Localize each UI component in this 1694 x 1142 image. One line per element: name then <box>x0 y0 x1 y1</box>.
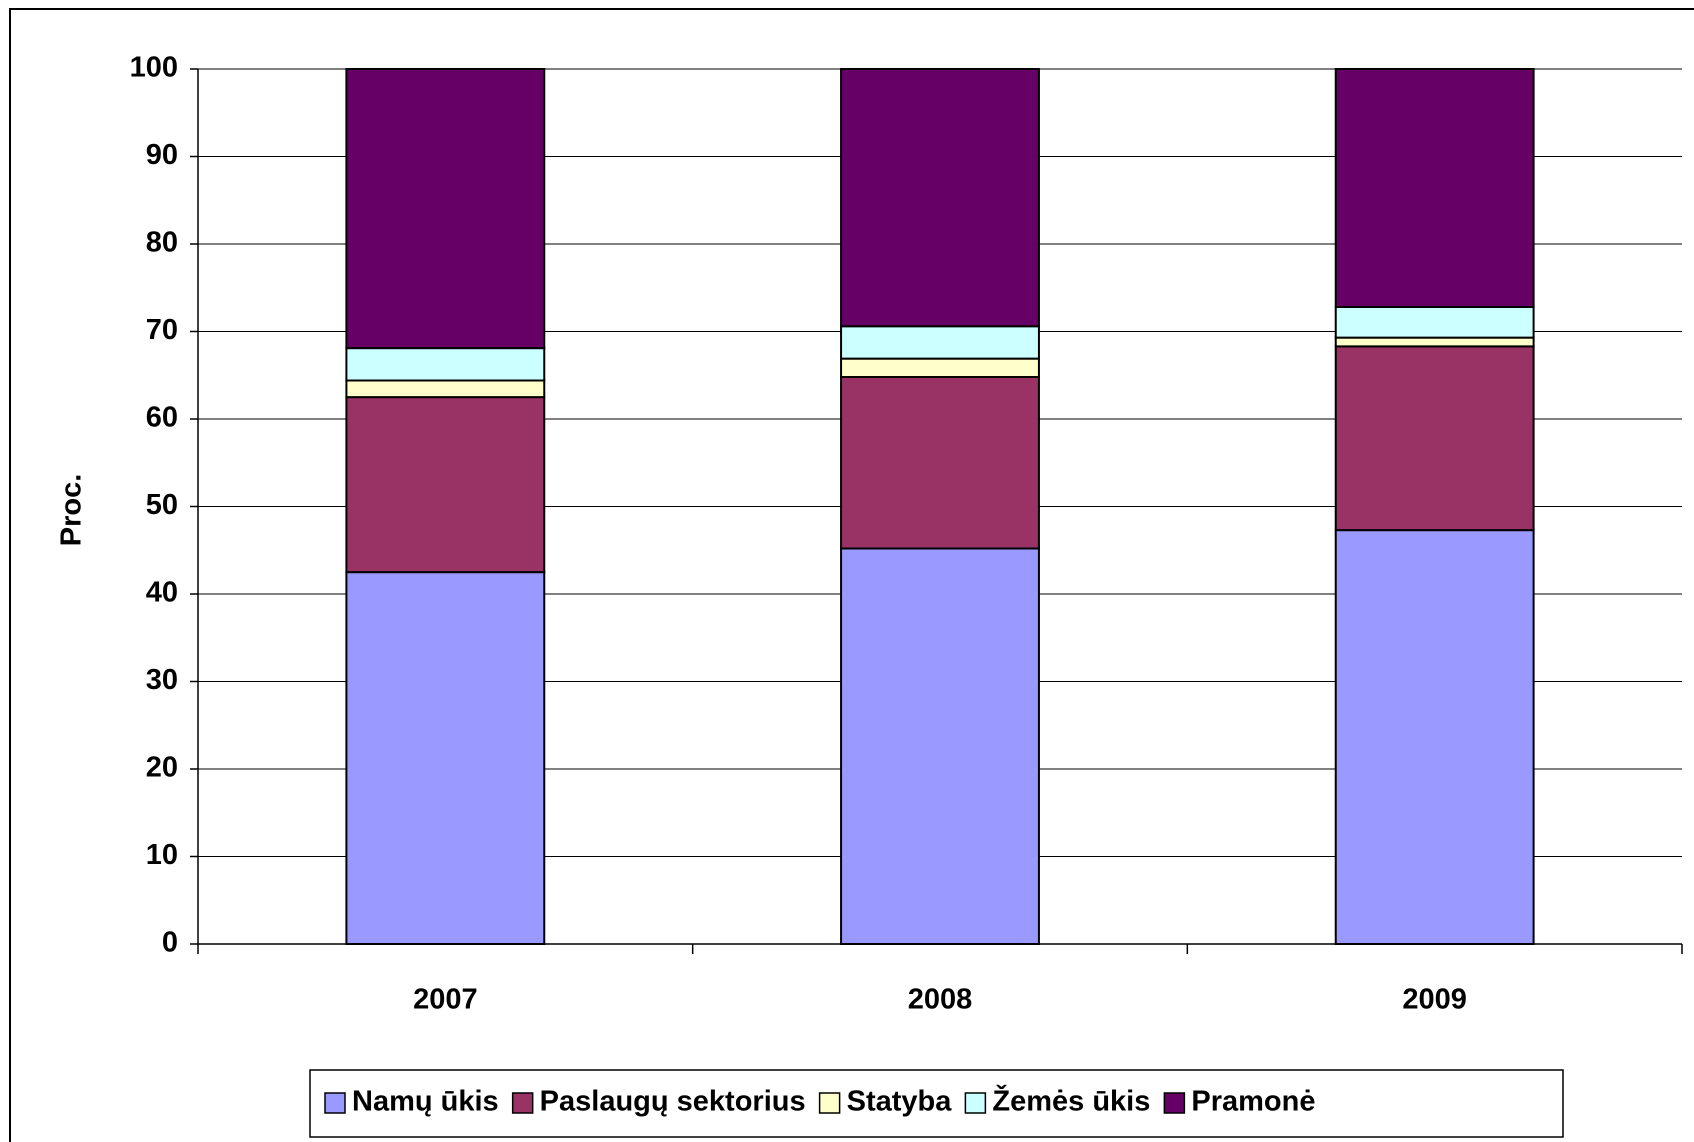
legend-label: Statyba <box>847 1086 953 1118</box>
bar-segment <box>1334 336 1535 348</box>
bar-segment <box>345 379 546 399</box>
y-tick-label: 80 <box>146 227 178 259</box>
bar-segment <box>1334 529 1535 945</box>
bar-segment <box>345 68 546 350</box>
bar-segment <box>1334 68 1535 308</box>
bar-segment <box>840 68 1040 328</box>
bar-segment <box>345 571 546 945</box>
y-axis-label: Proc. <box>56 474 88 547</box>
legend-swatch <box>964 1092 987 1114</box>
y-tick-label: 70 <box>146 314 178 346</box>
bar-segment <box>345 347 546 382</box>
y-tick-label: 50 <box>146 489 178 521</box>
bar-segment <box>345 396 546 574</box>
x-tick-label: 2008 <box>908 984 973 1016</box>
y-tick-label: 0 <box>162 927 178 959</box>
bar-segment <box>840 325 1040 360</box>
y-tick-label: 40 <box>146 577 178 609</box>
bar-segment <box>840 376 1040 550</box>
legend-label: Pramonė <box>1191 1086 1315 1118</box>
bar-segment <box>1334 306 1535 339</box>
y-tick-label: 60 <box>146 402 178 434</box>
y-tick-label: 90 <box>146 139 178 171</box>
y-tick-label: 30 <box>146 664 178 696</box>
bar-segment <box>1334 345 1535 532</box>
bar-segment <box>840 547 1040 945</box>
x-tick-label: 2009 <box>1402 984 1467 1016</box>
x-tick-label: 2007 <box>413 984 478 1016</box>
y-tick-label: 100 <box>130 52 178 84</box>
legend-swatch <box>324 1092 346 1114</box>
y-tick-label: 10 <box>146 839 178 871</box>
y-tick-label: 20 <box>146 752 178 784</box>
legend-swatch <box>1163 1092 1186 1114</box>
legend-swatch <box>511 1092 534 1114</box>
legend-label: Žemės ūkis <box>992 1084 1150 1118</box>
legend-label: Namų ūkis <box>352 1086 499 1118</box>
legend-label: Paslaugų sektorius <box>540 1086 806 1118</box>
legend-swatch <box>818 1092 841 1114</box>
bar-segment <box>840 357 1040 378</box>
